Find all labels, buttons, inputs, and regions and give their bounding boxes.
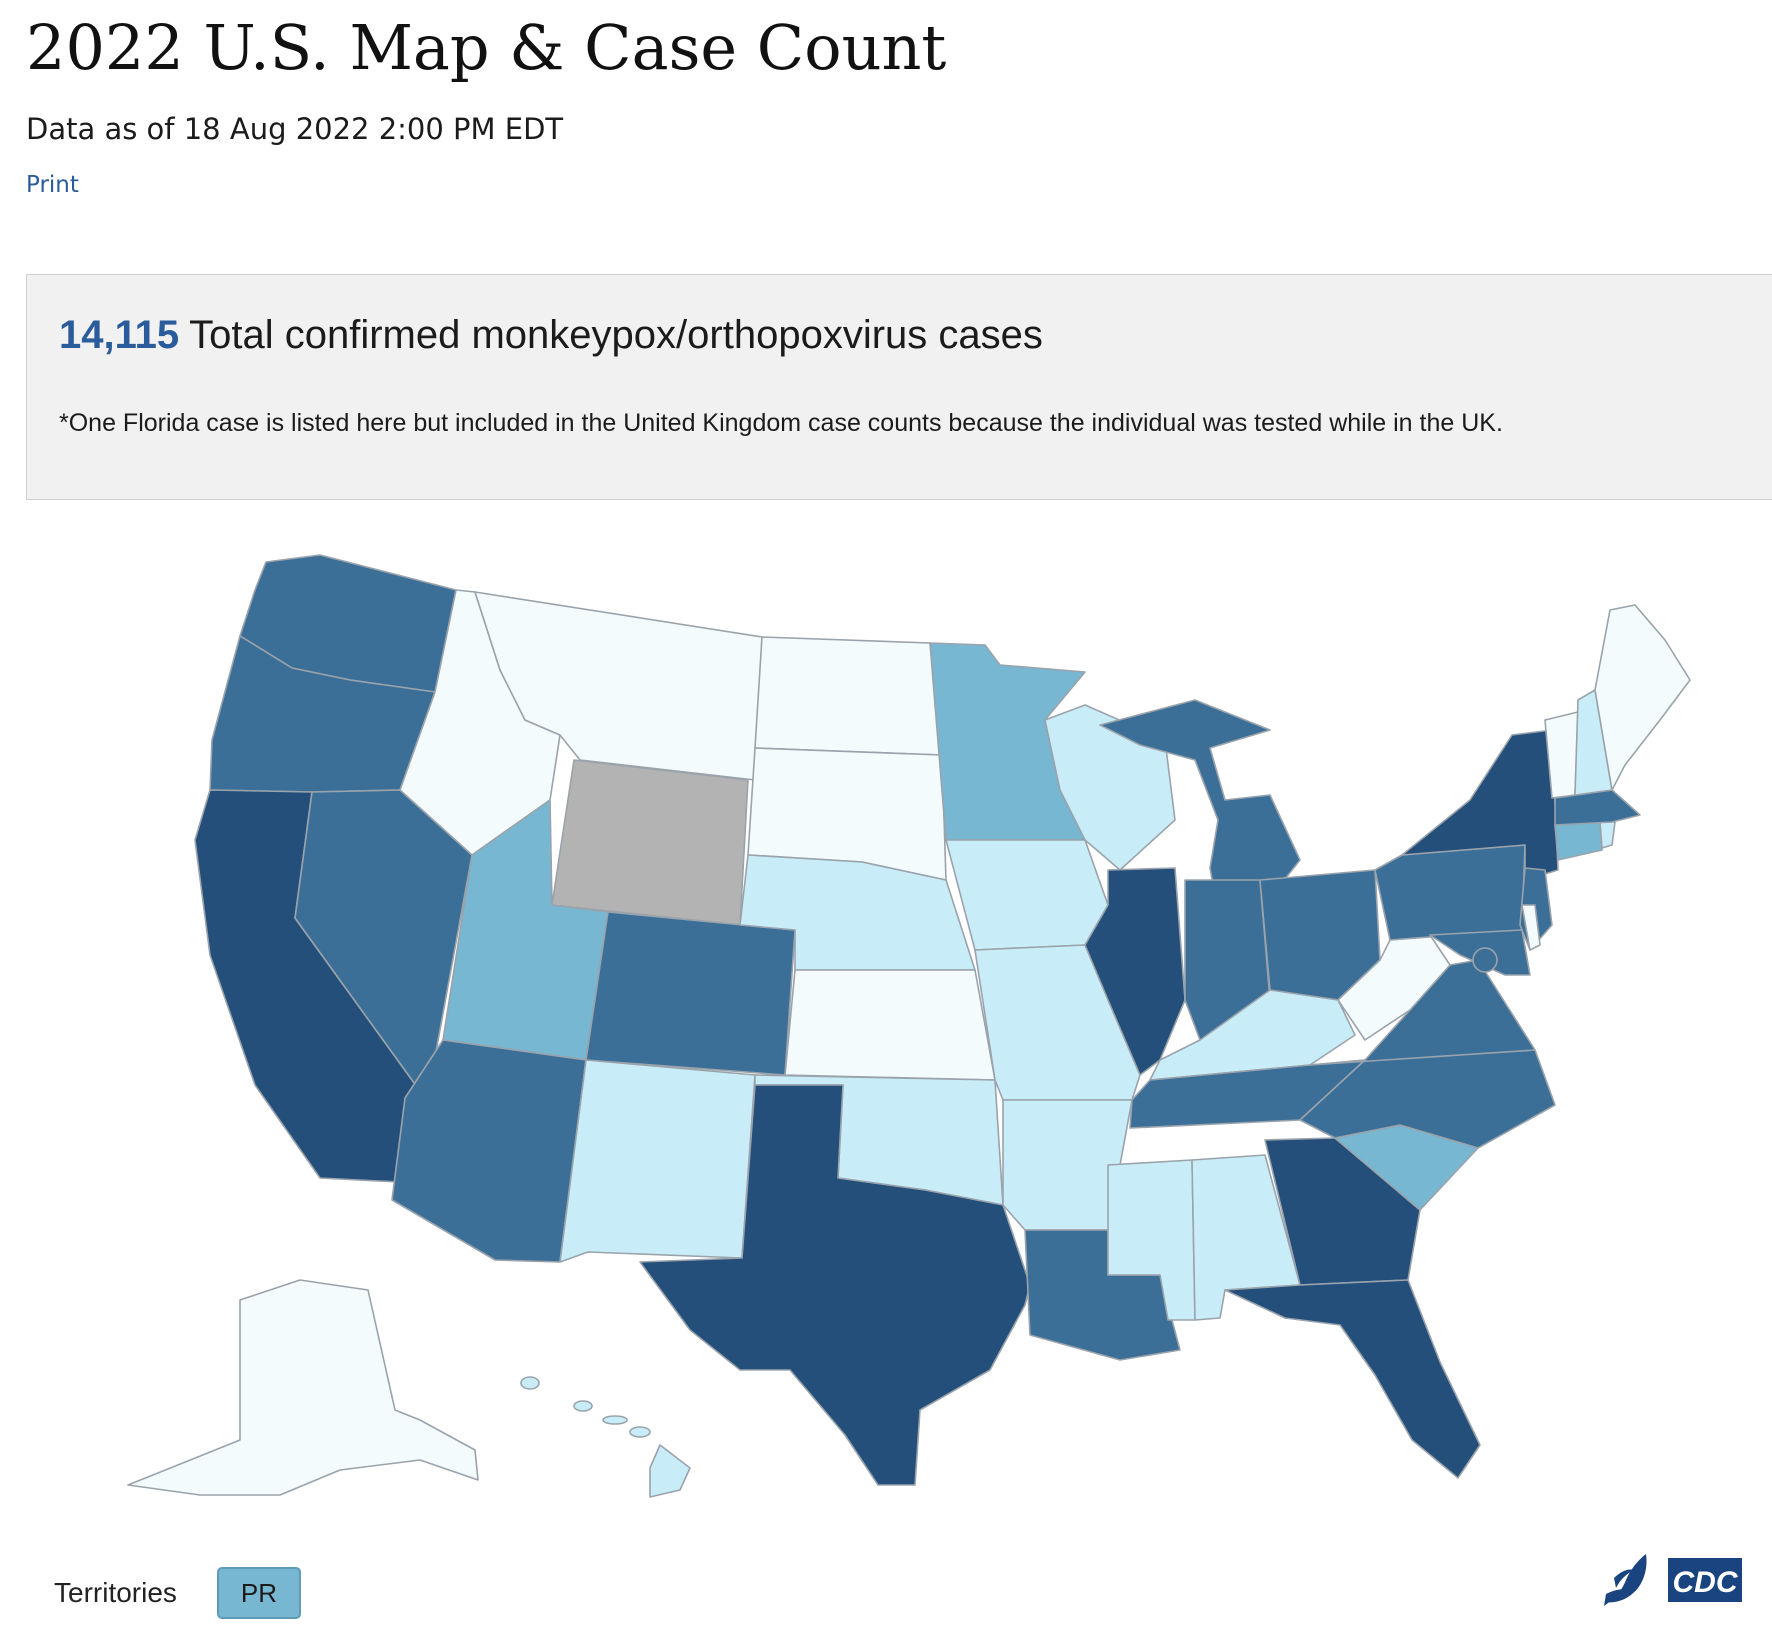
state-me[interactable] xyxy=(1594,604,1691,791)
state-ak[interactable] xyxy=(127,1279,479,1496)
print-link[interactable]: Print xyxy=(26,172,79,198)
total-case-label: Total confirmed monkeypox/orthopoxvirus … xyxy=(189,313,1043,357)
state-ri[interactable] xyxy=(1599,821,1616,849)
state-il[interactable] xyxy=(1084,867,1186,1076)
state-wv[interactable] xyxy=(1337,934,1451,1041)
state-nd[interactable] xyxy=(754,636,943,756)
cdc-logo-text: CDC xyxy=(1673,1566,1739,1599)
state-ct[interactable] xyxy=(1554,821,1603,861)
us-case-map xyxy=(127,554,1691,1498)
hhs-eagle-icon xyxy=(1604,1554,1647,1606)
cdc-logo: CDC xyxy=(1604,1554,1742,1606)
state-ks[interactable] xyxy=(784,969,996,1081)
state-nm[interactable] xyxy=(559,1059,756,1263)
states-layer xyxy=(127,554,1691,1498)
state-wy[interactable] xyxy=(551,759,749,926)
state-az[interactable] xyxy=(391,1039,587,1263)
territory-pr-label: PR xyxy=(240,1577,277,1608)
territories-row: Territories PR xyxy=(54,1567,301,1619)
state-fl[interactable] xyxy=(1224,1279,1481,1479)
state-dc[interactable] xyxy=(1472,947,1498,973)
total-case-count: 14,115 xyxy=(59,313,180,357)
territories-label: Territories xyxy=(54,1577,177,1608)
state-hi[interactable] xyxy=(520,1376,691,1498)
page-title: 2022 U.S. Map & Case Count xyxy=(26,11,947,84)
territory-pr-button[interactable]: PR xyxy=(216,1567,301,1619)
florida-case-note: *One Florida case is listed here but inc… xyxy=(59,409,1503,437)
state-pa[interactable] xyxy=(1374,844,1526,941)
data-timestamp: Data as of 18 Aug 2022 2:00 PM EDT xyxy=(26,112,564,146)
state-de[interactable] xyxy=(1521,904,1541,951)
state-co[interactable] xyxy=(585,911,796,1076)
case-summary-box: 14,115 Total confirmed monkeypox/orthopox… xyxy=(26,274,1772,500)
state-ga[interactable] xyxy=(1264,1137,1421,1286)
summary-count-line: 14,115 Total confirmed monkeypox/orthopox… xyxy=(59,313,1043,358)
state-tx[interactable] xyxy=(639,1084,1031,1486)
cdc-logo-box xyxy=(1668,1558,1742,1602)
state-ia[interactable] xyxy=(945,839,1109,951)
